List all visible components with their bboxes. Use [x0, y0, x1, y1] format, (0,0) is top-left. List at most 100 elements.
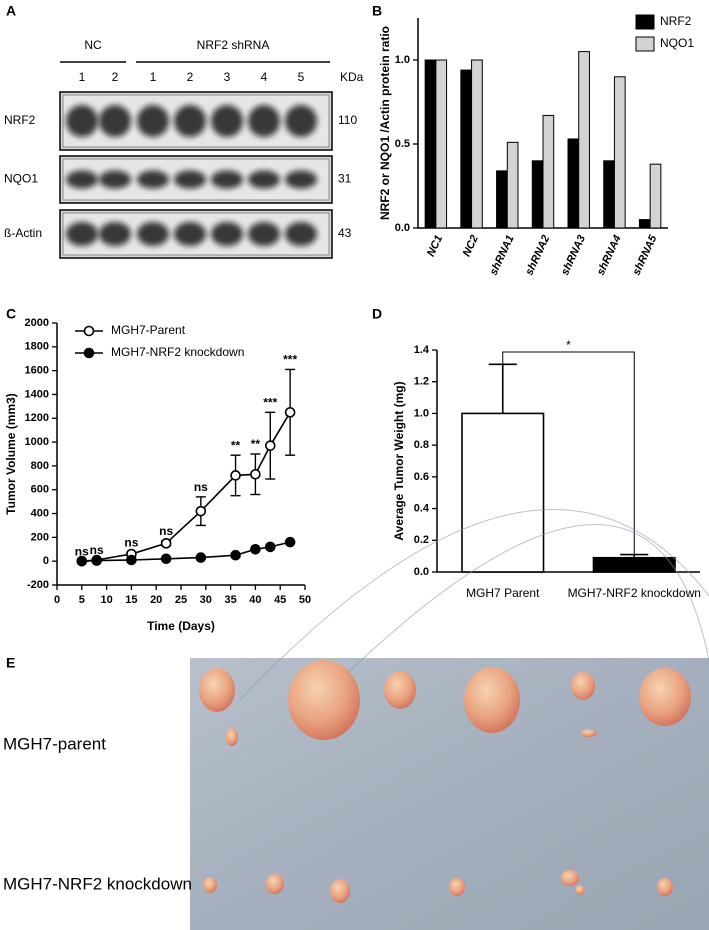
y-tick-label: 0.2	[414, 534, 429, 546]
x-tick-label: shRNA1	[488, 233, 517, 277]
y-tick-label: 0.6	[414, 471, 429, 483]
y-tick-label: 2000	[25, 317, 49, 329]
x-tick-label: 5	[79, 594, 85, 606]
x-axis-title: Time (Days)	[147, 619, 215, 633]
cloth-fold	[239, 509, 709, 701]
tumor	[199, 668, 235, 712]
bar	[461, 412, 545, 573]
x-tick-label: shRNA2	[523, 233, 552, 277]
tumor	[575, 885, 585, 895]
y-tick-label: 1.4	[414, 344, 430, 356]
bar	[496, 170, 508, 229]
sig-label: *	[566, 338, 571, 352]
x-tick-label: 10	[100, 594, 112, 606]
marker	[230, 549, 241, 561]
legend-label: NRF2	[660, 14, 692, 28]
blot-band	[285, 105, 317, 137]
legend-marker	[83, 325, 95, 337]
y-tick-label: 0.5	[395, 138, 410, 150]
row-label: NRF2	[4, 113, 36, 127]
blot-band	[248, 105, 280, 137]
bar	[578, 51, 590, 229]
y-tick-label: 0.0	[414, 566, 429, 578]
lane-label: 2	[187, 70, 194, 84]
marker	[230, 470, 241, 481]
row-label: MGH7-parent	[3, 734, 106, 753]
panel-label: B	[372, 3, 382, 19]
legend-swatch	[635, 36, 655, 52]
blot-band	[174, 222, 206, 246]
sig-label: ***	[283, 353, 297, 367]
marker	[250, 468, 261, 480]
marker	[264, 541, 276, 553]
tumor	[571, 672, 595, 700]
blot-band	[174, 105, 206, 137]
sig-label: **	[231, 438, 241, 452]
marker	[160, 553, 172, 565]
marker	[250, 543, 261, 555]
legend-marker	[83, 347, 95, 359]
tumor	[203, 877, 217, 893]
blot-band	[99, 170, 131, 189]
x-tick-label: NC2	[461, 233, 481, 258]
blot-band	[211, 222, 243, 246]
bar	[592, 556, 676, 573]
y-tick-label: 200	[31, 531, 49, 543]
bar	[531, 160, 544, 229]
lane-label: 2	[112, 70, 119, 84]
legend-swatch	[635, 14, 655, 30]
blot-band	[137, 105, 169, 137]
tumor	[449, 878, 465, 896]
cloth-fold	[299, 524, 709, 721]
series-line	[81, 411, 291, 562]
tumor	[464, 667, 520, 733]
bar	[649, 163, 662, 229]
y-tick-label: 1.2	[414, 376, 429, 388]
y-tick-label: 0	[43, 555, 49, 567]
sig-label: ***	[263, 395, 277, 409]
panel-label: C	[6, 306, 16, 322]
blot-band	[174, 170, 206, 189]
bar	[542, 114, 555, 229]
x-tick-label: NC1	[425, 233, 445, 258]
x-tick-label: 20	[150, 594, 162, 606]
y-axis-title: NRF2 or NQO1 /Actin protein ratio	[378, 26, 392, 220]
y-tick-label: 800	[31, 460, 49, 472]
x-tick-label: shRNA5	[631, 233, 660, 278]
sig-bracket	[502, 351, 635, 555]
marker	[76, 555, 88, 567]
y-tick-label: 1400	[25, 388, 49, 400]
x-tick-label: 30	[200, 594, 212, 606]
marker	[284, 407, 296, 418]
group-label: NRF2 shRNA	[197, 38, 270, 52]
x-tick-label: MGH7 Parent	[466, 586, 540, 600]
marker	[264, 440, 276, 451]
bar	[567, 138, 580, 229]
x-tick-label: 45	[274, 594, 286, 606]
bar	[435, 59, 448, 229]
tumor	[657, 878, 673, 896]
tumor	[266, 874, 284, 894]
y-axis-title: Tumor Volume (mm3)	[4, 393, 18, 515]
legend-label: MGH7-NRF2 knockdown	[111, 345, 244, 359]
lane-label: 3	[224, 70, 231, 84]
tumor	[581, 729, 597, 737]
blot-band	[99, 222, 131, 246]
tumor	[288, 660, 360, 740]
y-tick-label: 600	[31, 484, 49, 496]
sig-label: ns	[75, 544, 89, 558]
tumor	[639, 668, 691, 726]
row-label: NQO1	[4, 172, 38, 186]
legend-label: MGH7-Parent	[111, 323, 186, 337]
lane-label: 1	[79, 70, 86, 84]
legend-label: NQO1	[660, 36, 694, 50]
bar	[638, 219, 651, 229]
sig-label: ns	[159, 524, 173, 538]
y-tick-label: 1200	[25, 412, 49, 424]
y-axis-title: Average Tumor Weight (mg)	[392, 381, 406, 540]
x-tick-label: 25	[175, 594, 187, 606]
y-tick-label: 0.8	[414, 439, 429, 451]
y-tick-label: 1.0	[414, 407, 429, 419]
group-label: NC	[84, 38, 102, 52]
lane-label: 1	[150, 70, 157, 84]
